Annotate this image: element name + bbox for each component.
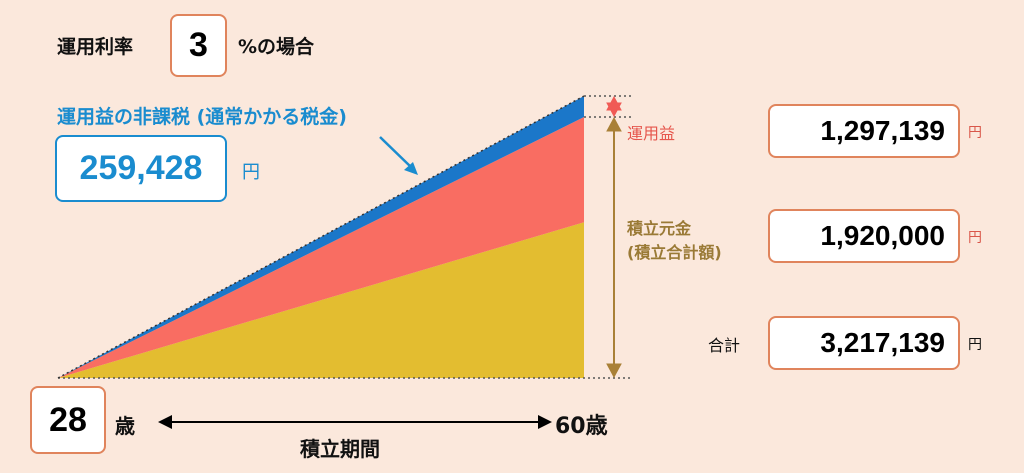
rate-suffix: %の場合 bbox=[238, 36, 315, 58]
tax-area bbox=[58, 96, 584, 378]
total-value-box: 3,217,139 bbox=[768, 316, 960, 370]
rate-value-box[interactable]: 3 bbox=[170, 14, 227, 77]
principal-value-box: 1,920,000 bbox=[768, 209, 960, 263]
rate-label: 運用利率 bbox=[57, 36, 134, 58]
total-label: 合計 bbox=[708, 336, 741, 355]
tax-unit: 円 bbox=[242, 162, 260, 183]
tax-pointer-arrow bbox=[379, 136, 418, 175]
principal-area bbox=[58, 222, 584, 378]
principal-bracket bbox=[606, 116, 622, 379]
principal-label-2: (積立合計額) bbox=[627, 243, 722, 262]
principal-unit: 円 bbox=[968, 230, 982, 246]
tax-value-box: 259,428 bbox=[55, 135, 227, 202]
start-age-box[interactable]: 28 bbox=[30, 386, 106, 454]
period-arrow bbox=[158, 415, 552, 429]
total-unit: 円 bbox=[968, 337, 982, 353]
profit-unit: 円 bbox=[968, 125, 982, 141]
profit-label: 運用益 bbox=[627, 124, 676, 143]
profit-bracket bbox=[606, 95, 622, 118]
start-age-unit: 歳 bbox=[115, 414, 135, 438]
profit-value-box: 1,297,139 bbox=[768, 104, 960, 158]
principal-label-1: 積立元金 bbox=[627, 219, 692, 238]
end-age-label: 60歳 bbox=[555, 414, 608, 439]
period-label: 積立期間 bbox=[300, 437, 380, 461]
tax-label: 運用益の非課税 (通常かかる税金) bbox=[57, 106, 347, 128]
